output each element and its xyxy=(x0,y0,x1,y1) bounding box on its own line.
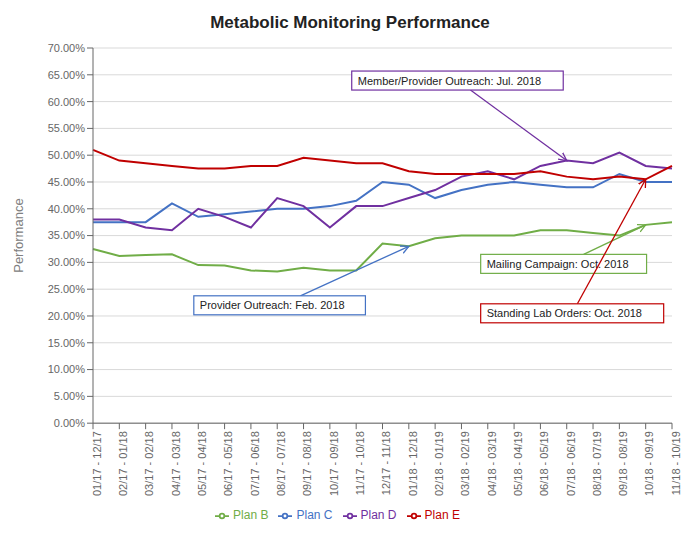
svg-text:02/18 - 01/19: 02/18 - 01/19 xyxy=(433,431,445,496)
svg-text:04/18 - 03/19: 04/18 - 03/19 xyxy=(486,431,498,496)
html-text:Metabolic Monitoring Performan: Metabolic Monitoring Performance xyxy=(210,13,490,32)
svg-text:70.00%: 70.00% xyxy=(48,42,86,54)
svg-text:09/18 - 08/19: 09/18 - 08/19 xyxy=(617,431,629,496)
svg-text:12/17 - 11/18: 12/17 - 11/18 xyxy=(380,431,392,495)
svg-text:50.00%: 50.00% xyxy=(48,149,86,161)
svg-text:07/17 - 06/18: 07/17 - 06/18 xyxy=(249,431,261,496)
svg-text:Member/Provider Outreach: Jul.: Member/Provider Outreach: Jul. 2018 xyxy=(358,75,541,87)
svg-text:55.00%: 55.00% xyxy=(48,122,86,134)
svg-text:01/18 - 12/18: 01/18 - 12/18 xyxy=(407,431,419,496)
svg-text:06/17 - 05/18: 06/17 - 05/18 xyxy=(222,431,234,496)
svg-text:40.00%: 40.00% xyxy=(48,203,86,215)
svg-text:Standing Lab Orders: Oct. 2018: Standing Lab Orders: Oct. 2018 xyxy=(487,307,642,319)
svg-text:03/17 - 02/18: 03/17 - 02/18 xyxy=(143,431,155,496)
svg-text:60.00%: 60.00% xyxy=(48,96,86,108)
svg-text:05/18 - 04/19: 05/18 - 04/19 xyxy=(512,431,524,496)
html-text:Plan B: Plan B xyxy=(233,508,269,523)
svg-text:04/17 - 03/18: 04/17 - 03/18 xyxy=(170,431,182,496)
html-text:Plan D: Plan D xyxy=(360,508,397,523)
svg-text:25.00%: 25.00% xyxy=(48,283,86,295)
svg-text:Performance: Performance xyxy=(11,198,26,272)
svg-text:10.00%: 10.00% xyxy=(48,363,86,375)
svg-text:03/18 - 02/19: 03/18 - 02/19 xyxy=(459,431,471,496)
svg-text:09/17 - 08/18: 09/17 - 08/18 xyxy=(301,431,313,496)
svg-text:10/18 - 09/19: 10/18 - 09/19 xyxy=(643,431,655,496)
svg-text:01/17 - 12/17: 01/17 - 12/17 xyxy=(91,431,103,496)
svg-text:11/18 - 10/19: 11/18 - 10/19 xyxy=(670,431,682,495)
svg-text:45.00%: 45.00% xyxy=(48,176,86,188)
svg-text:08/17 - 07/18: 08/17 - 07/18 xyxy=(275,431,287,496)
svg-text:Mailing Campaign: Oct. 2018: Mailing Campaign: Oct. 2018 xyxy=(487,258,629,270)
svg-text:10/17 - 09/18: 10/17 - 09/18 xyxy=(328,431,340,496)
svg-text:11/17 - 10/18: 11/17 - 10/18 xyxy=(354,431,366,495)
svg-text:0.00%: 0.00% xyxy=(54,417,85,429)
svg-text:20.00%: 20.00% xyxy=(48,310,86,322)
svg-text:06/18 - 05/19: 06/18 - 05/19 xyxy=(538,431,550,496)
svg-text:35.00%: 35.00% xyxy=(48,229,86,241)
svg-text:07/18 - 06/19: 07/18 - 06/19 xyxy=(565,431,577,496)
svg-text:5.00%: 5.00% xyxy=(54,390,85,402)
svg-text:15.00%: 15.00% xyxy=(48,337,86,349)
svg-text:65.00%: 65.00% xyxy=(48,69,86,81)
svg-text:30.00%: 30.00% xyxy=(48,256,86,268)
html-text:Plan C: Plan C xyxy=(296,508,333,523)
html-text:Plan E: Plan E xyxy=(424,508,460,523)
svg-text:05/17 - 04/18: 05/17 - 04/18 xyxy=(196,431,208,496)
svg-text:08/18 - 07/19: 08/18 - 07/19 xyxy=(591,431,603,496)
svg-text:02/17 - 01/18: 02/17 - 01/18 xyxy=(117,431,129,496)
svg-text:Provider Outreach: Feb. 2018: Provider Outreach: Feb. 2018 xyxy=(200,299,345,311)
